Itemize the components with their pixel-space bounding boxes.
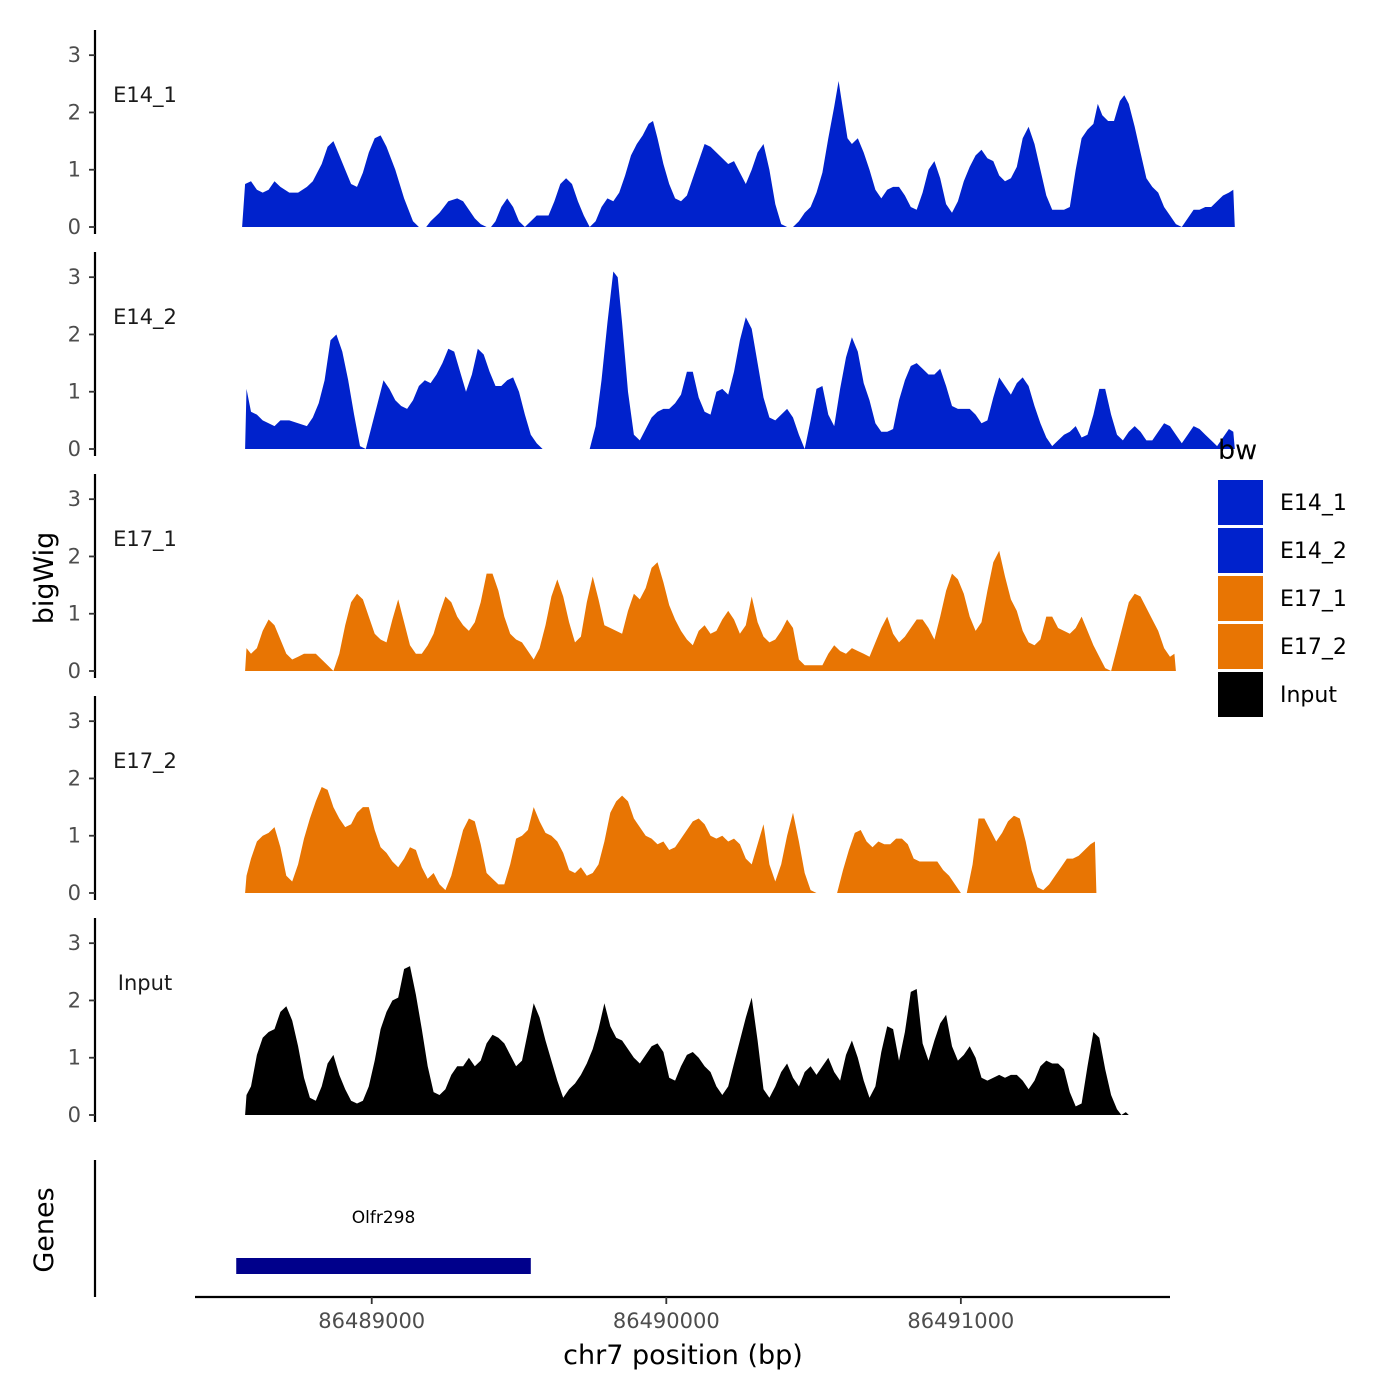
x-axis: 86489000 86490000 86491000	[195, 1295, 1170, 1333]
track-label: E14_1	[113, 83, 177, 108]
track-panel-Input: 0 1 2 3 Input	[68, 918, 1129, 1127]
x-axis-title: chr7 position (bp)	[563, 1340, 803, 1371]
track-panel-E17_2: 0 1 2 3 E17_2	[68, 696, 1097, 905]
y-tick-label: 1	[68, 158, 81, 182]
legend-label: E17_1	[1280, 587, 1347, 612]
y-tick-label: 0	[68, 437, 81, 461]
track-panel-E14_1: 0 1 2 3 E14_1	[68, 30, 1235, 239]
y-tick-label: 2	[68, 322, 81, 346]
legend-label: Input	[1280, 683, 1337, 708]
track-label: E14_2	[113, 305, 177, 330]
gene-bar-Olfr298	[236, 1258, 531, 1274]
track-label: Input	[118, 971, 172, 995]
track-label: E17_1	[113, 527, 177, 552]
track-panel-E17_1: 0 1 2 3 E17_1	[68, 474, 1176, 683]
y-tick-label: 3	[68, 265, 81, 289]
legend-key-E17_2	[1218, 624, 1263, 669]
gene-label: Olfr298	[352, 1208, 416, 1228]
legend-title: bw	[1218, 435, 1257, 466]
legend-key-Input	[1218, 672, 1263, 717]
y-tick-label: 0	[68, 215, 81, 239]
x-tick-label: 86490000	[613, 1309, 720, 1333]
legend-label: E14_2	[1280, 539, 1347, 564]
tracks-layer: 0 1 2 3 E14_1 0 1 2 3 E14_2 0 1 2 3 E17_1 0 1 2 3 E17_2 0 1 2 3…	[68, 30, 1235, 1127]
coverage-area-E14_1	[242, 81, 1235, 227]
legend-label: E14_1	[1280, 491, 1347, 516]
legend-key-E14_2	[1218, 528, 1263, 573]
y-tick-label: 1	[68, 602, 81, 626]
coverage-area-E17_1	[245, 550, 1176, 671]
y-tick-label: 3	[68, 709, 81, 733]
legend-key-E14_1	[1218, 480, 1263, 525]
coverage-area-E17_2	[245, 787, 1097, 893]
y-tick-label: 2	[68, 100, 81, 124]
y-tick-label: 3	[68, 43, 81, 67]
y-axis-title: bigWig	[29, 532, 60, 625]
x-tick-label: 86491000	[907, 1309, 1014, 1333]
genes-axis-title: Genes	[29, 1187, 60, 1272]
y-tick-label: 2	[68, 766, 81, 790]
track-panel-E14_2: 0 1 2 3 E14_2	[68, 252, 1235, 461]
gene-panel: Olfr298	[93, 1160, 531, 1297]
y-tick-label: 0	[68, 659, 81, 683]
legend-label: E17_2	[1280, 635, 1347, 660]
track-label: E17_2	[113, 749, 177, 774]
y-tick-label: 1	[68, 1046, 81, 1070]
x-tick-label: 86489000	[318, 1309, 425, 1333]
y-tick-label: 2	[68, 988, 81, 1012]
coverage-area-Input	[245, 966, 1129, 1115]
y-tick-label: 2	[68, 544, 81, 568]
y-tick-label: 0	[68, 881, 81, 905]
legend: bw E14_1 E14_2 E17_1 E17_2 Input	[1218, 435, 1347, 717]
y-tick-label: 0	[68, 1103, 81, 1127]
y-tick-label: 3	[68, 931, 81, 955]
coverage-area-E14_2	[245, 271, 1235, 449]
legend-key-E17_1	[1218, 576, 1263, 621]
y-tick-label: 1	[68, 380, 81, 404]
y-tick-label: 3	[68, 487, 81, 511]
y-tick-label: 1	[68, 824, 81, 848]
